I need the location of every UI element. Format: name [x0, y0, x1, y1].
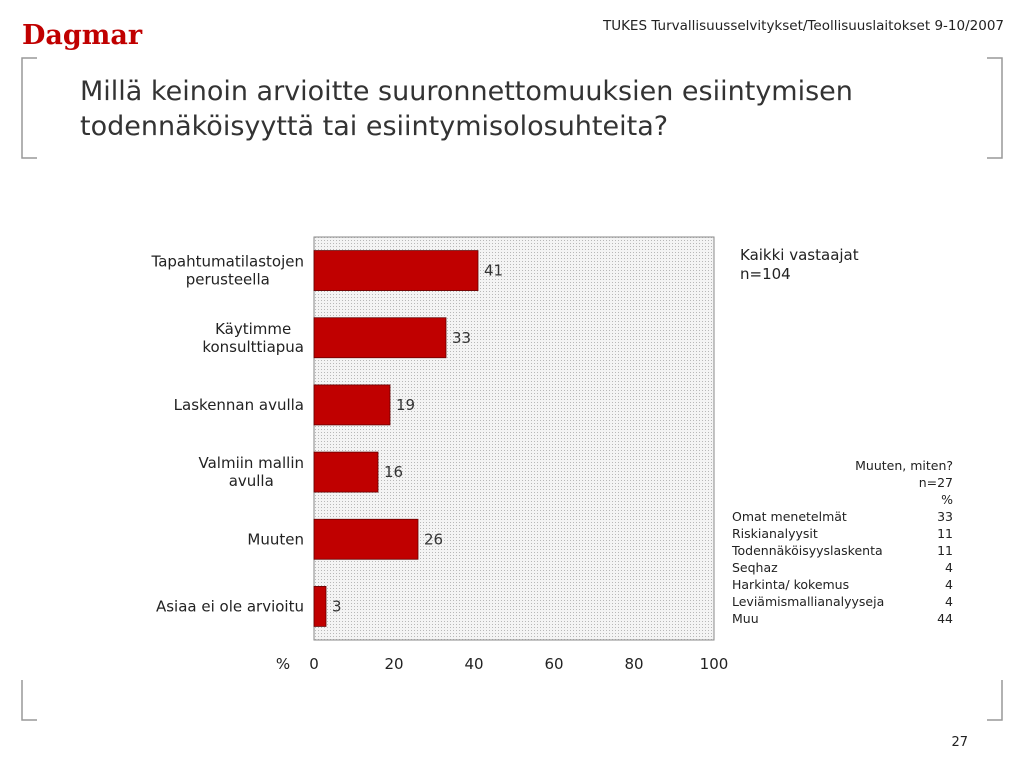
- logo: Dagmar: [22, 20, 143, 51]
- side-row-value: 11: [937, 543, 953, 558]
- side-table-n: n=27: [919, 475, 953, 490]
- header: TUKES Turvallisuusselvitykset/Teollisuus…: [602, 18, 1004, 34]
- page-number: 27: [951, 735, 968, 750]
- bar: [313, 518, 419, 560]
- side-table-title: Muuten, miten?: [855, 458, 953, 473]
- y-tick-label: Käytimme konsulttiapua: [202, 320, 304, 356]
- side-row-value: 4: [945, 577, 953, 592]
- data-label: 16: [384, 463, 403, 481]
- side-table: Muuten, miten? n=27 % Omat menetelmät 33 R…: [731, 458, 953, 626]
- side-row-label: Leviämismallianalyyseja: [732, 594, 884, 609]
- side-row-value: 44: [937, 611, 953, 626]
- bar: [313, 317, 447, 359]
- side-row-value: 4: [945, 560, 953, 575]
- side-row-label: Muu: [732, 611, 759, 626]
- frame-brackets: [21, 57, 1003, 721]
- bar: [313, 586, 327, 627]
- bar: [313, 384, 391, 426]
- side-row-value: 4: [945, 594, 953, 609]
- side-row-label: Seqhaz: [732, 560, 778, 575]
- y-tick-label: Valmiin mallin avulla: [199, 454, 305, 490]
- data-label: 19: [396, 396, 415, 414]
- y-tick-label: Laskennan avulla: [174, 396, 304, 414]
- data-label: 41: [484, 262, 503, 280]
- side-row-value: 33: [937, 509, 953, 524]
- x-tick-label: 80: [624, 655, 643, 673]
- y-tick-label: Muuten: [247, 530, 304, 548]
- side-row-label: Omat menetelmät: [732, 509, 847, 524]
- plot-area: [313, 236, 715, 641]
- y-tick-label: Asiaa ei ole arvioitu: [156, 597, 304, 615]
- x-axis-label: %: [276, 655, 290, 673]
- x-tick-label: 0: [309, 655, 319, 673]
- data-label: 33: [452, 329, 471, 347]
- x-tick-label: 40: [464, 655, 483, 673]
- side-table-unit: %: [941, 492, 953, 507]
- x-tick-label: 100: [700, 655, 729, 673]
- y-tick-label: Tapahtumatilastojen perusteella: [151, 253, 304, 289]
- chart-title: Millä keinoin arvioitte suuronnettomuuks…: [80, 76, 853, 142]
- data-label: 3: [332, 597, 342, 615]
- side-row-label: Harkinta/ kokemus: [732, 577, 849, 592]
- bar: [313, 451, 379, 493]
- annotation: Kaikki vastaajat n=104: [740, 246, 859, 283]
- x-tick-label: 20: [384, 655, 403, 673]
- side-row-label: Riskianalyysit: [732, 526, 818, 541]
- side-row-value: 11: [937, 526, 953, 541]
- side-row-label: Todennäköisyyslaskenta: [731, 543, 883, 558]
- data-label: 26: [424, 530, 443, 548]
- bar: [313, 250, 479, 291]
- x-tick-label: 60: [544, 655, 563, 673]
